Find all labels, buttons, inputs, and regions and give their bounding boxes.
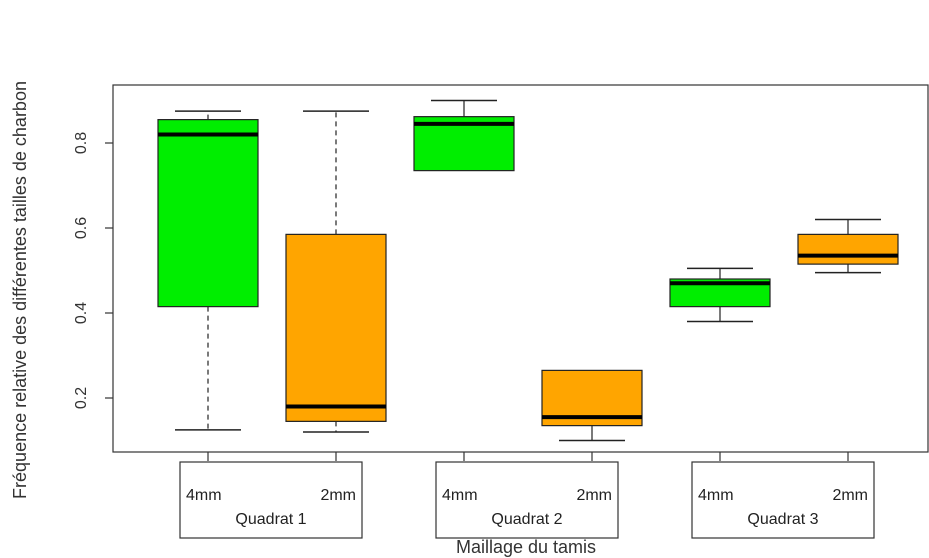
plot-frame: [112, 84, 929, 453]
quadrat-label: Quadrat 1: [235, 511, 306, 528]
mesh-label-2mm: 2mm: [320, 487, 356, 504]
group-label-box: [435, 461, 619, 539]
plot-area: [112, 84, 929, 453]
y-axis: 0.2 0.4 0.6 0.8: [73, 132, 849, 461]
group-label-box: [179, 461, 363, 539]
y-tick-label: 0.8: [73, 132, 90, 154]
x-axis-title: Maillage du tamis: [456, 537, 596, 557]
y-tick-label: 0.2: [73, 387, 90, 409]
quadrat-label: Quadrat 2: [491, 511, 562, 528]
box-2mm: [285, 233, 387, 422]
mesh-label-4mm: 4mm: [442, 487, 478, 504]
quadrat-label: Quadrat 3: [747, 511, 818, 528]
mesh-label-2mm: 2mm: [576, 487, 612, 504]
y-tick-label: 0.4: [73, 302, 90, 324]
box-4mm: [157, 119, 259, 308]
y-axis-title: Fréquence relative des différentes taill…: [10, 81, 30, 499]
mesh-label-2mm: 2mm: [832, 487, 868, 504]
y-tick-label: 0.6: [73, 217, 90, 239]
group-label-box: [691, 461, 875, 539]
box-2mm: [797, 233, 899, 265]
group-labels: 4mm 2mm Quadrat 1 4mm 2mm Quadrat 2 4mm 2mm Quad…: [179, 461, 875, 539]
mesh-label-4mm: 4mm: [698, 487, 734, 504]
mesh-label-4mm: 4mm: [186, 487, 222, 504]
